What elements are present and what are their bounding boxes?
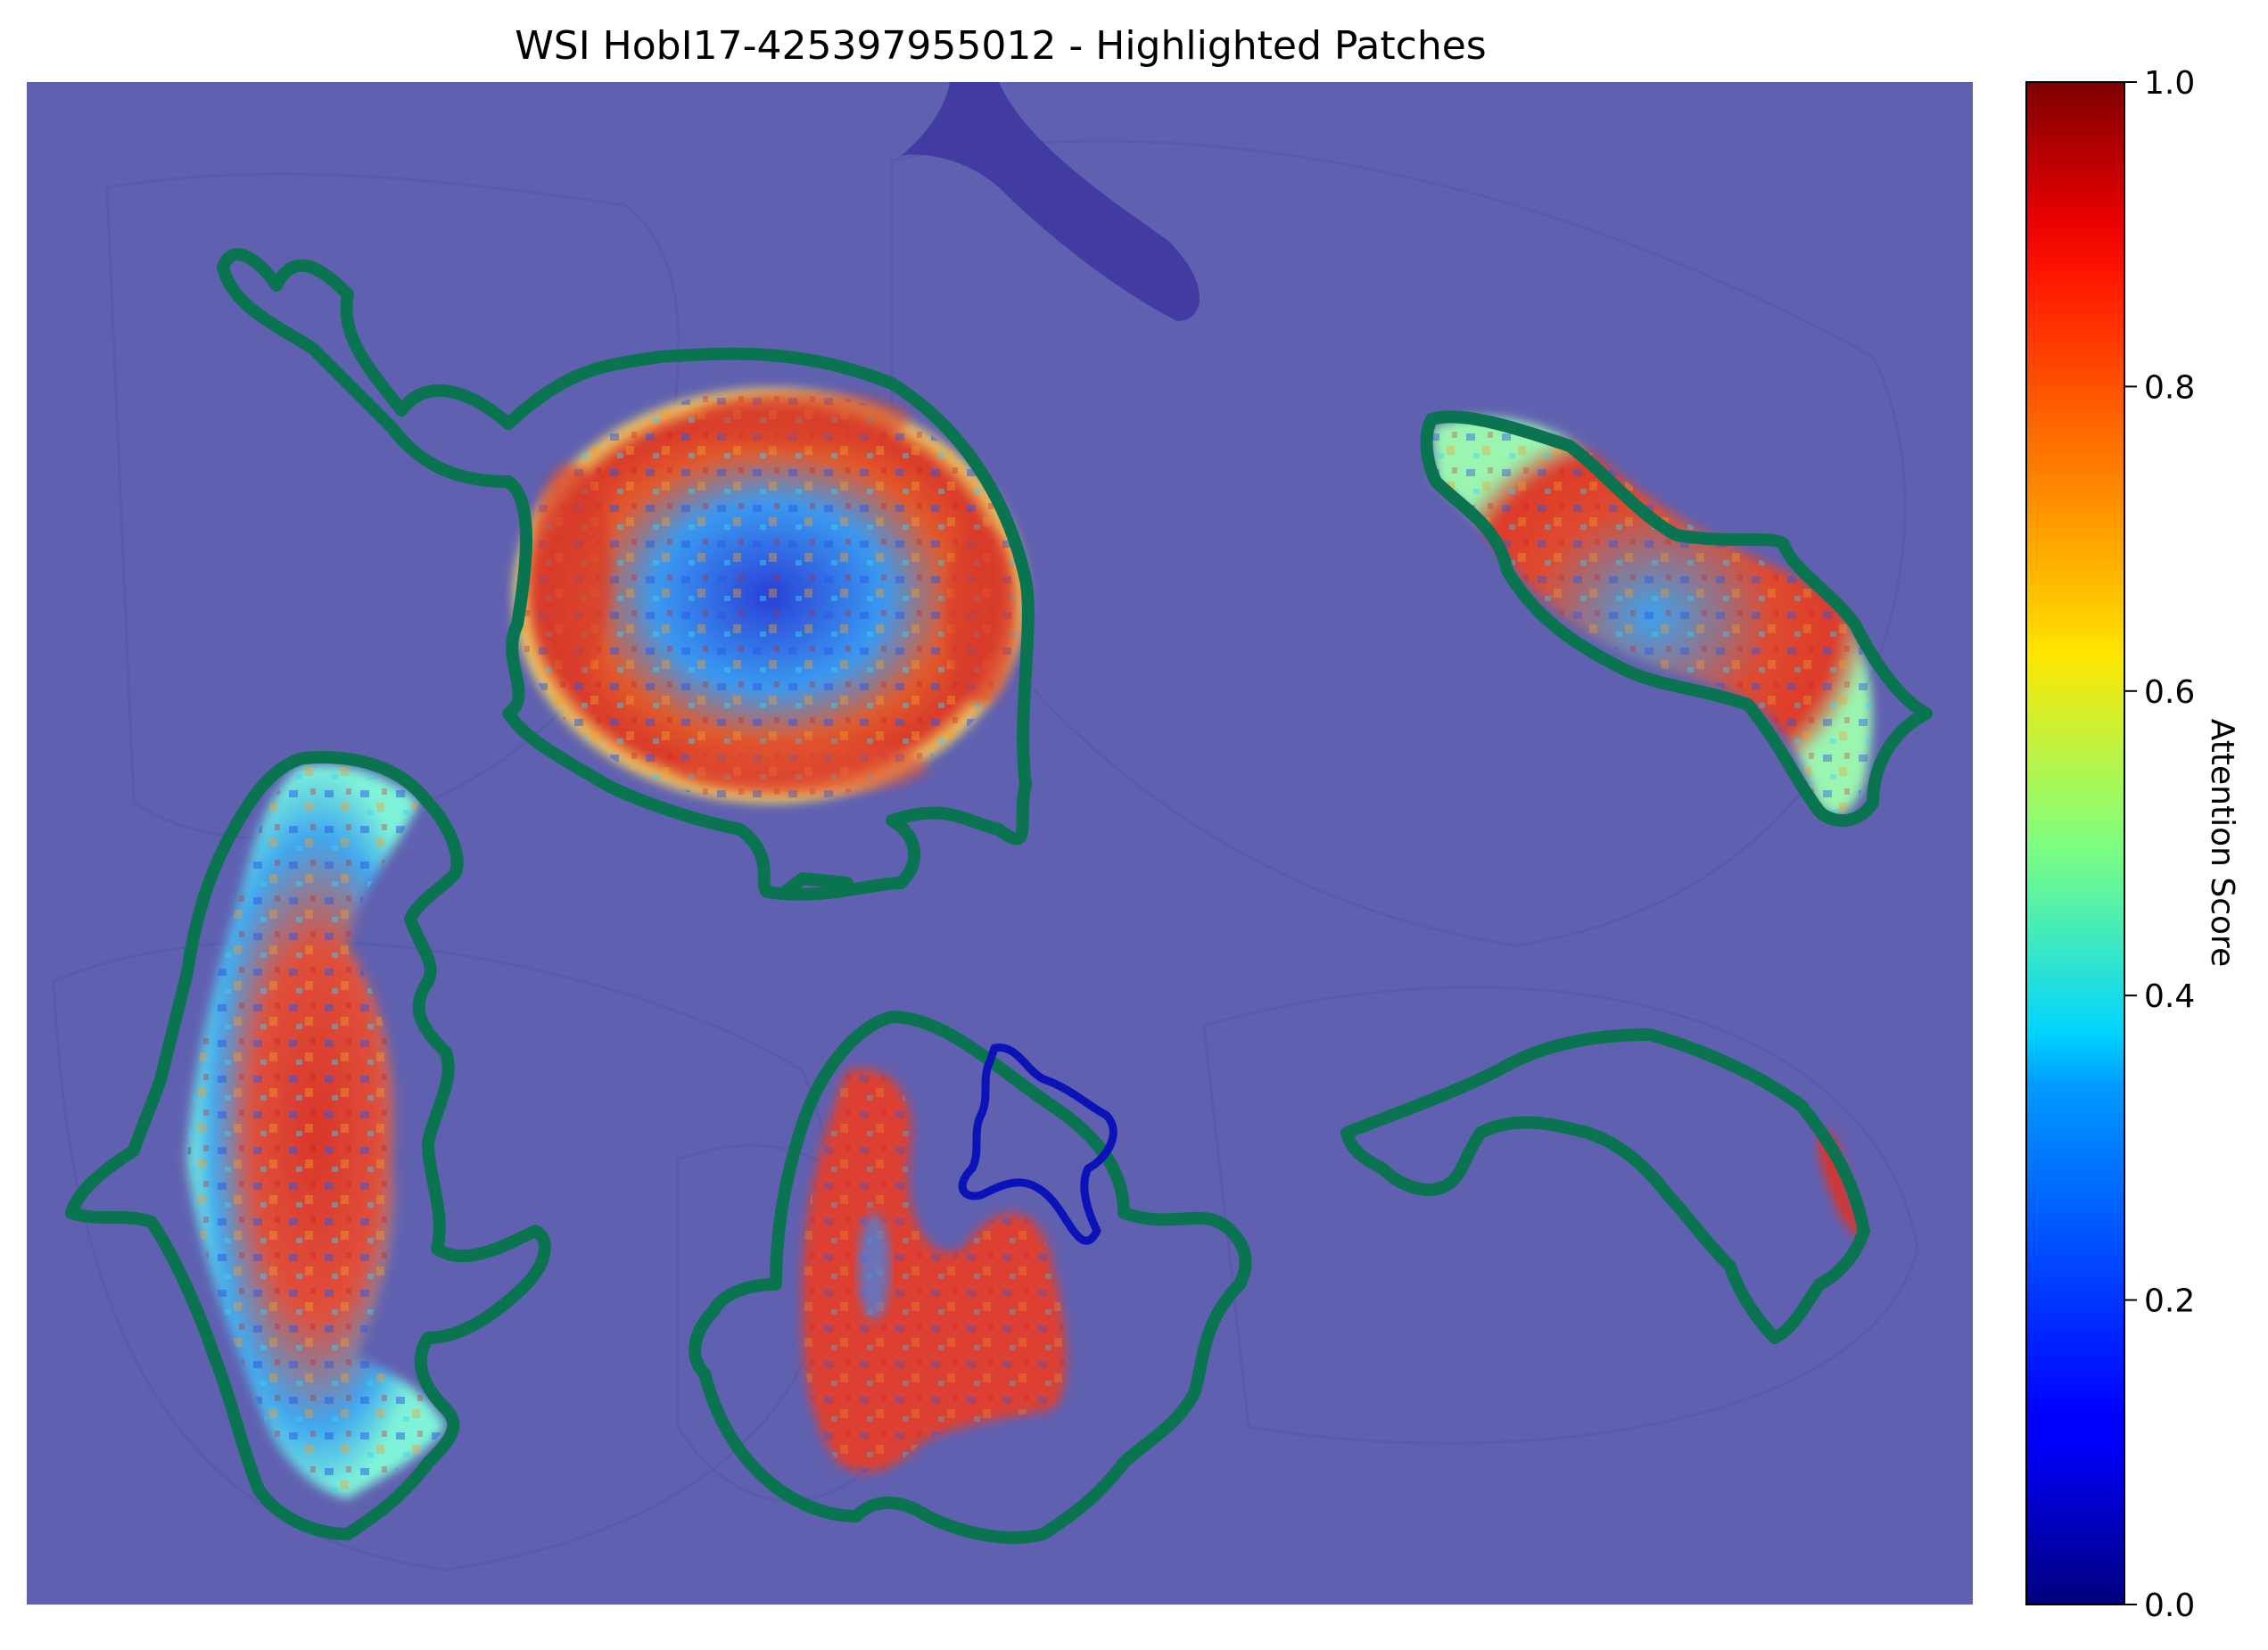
- slide-image: [27, 82, 1973, 1605]
- chart-title: WSI HobI17-425397955012 - Highlighted Pa…: [515, 23, 1486, 69]
- colorbar-tick-label: 0.0: [2144, 1588, 2195, 1624]
- colorbar-tick-label: 1.0: [2144, 65, 2195, 102]
- colorbar-tick-label: 0.2: [2144, 1283, 2195, 1320]
- colorbar-tick-label: 0.8: [2144, 369, 2195, 406]
- colorbar-gradient: [2026, 82, 2124, 1605]
- colorbar-ticks: 0.0 0.2 0.4 0.6 0.8 1.0: [2124, 65, 2195, 1624]
- colorbar-label: Attention Score: [2204, 719, 2240, 967]
- heat-region-upper-center: [514, 389, 1026, 803]
- colorbar-tick-label: 0.4: [2144, 978, 2195, 1015]
- colorbar-tick-label: 0.6: [2144, 674, 2195, 711]
- colorbar: 0.0 0.2 0.4 0.6 0.8 1.0 Attention Score: [2026, 65, 2240, 1624]
